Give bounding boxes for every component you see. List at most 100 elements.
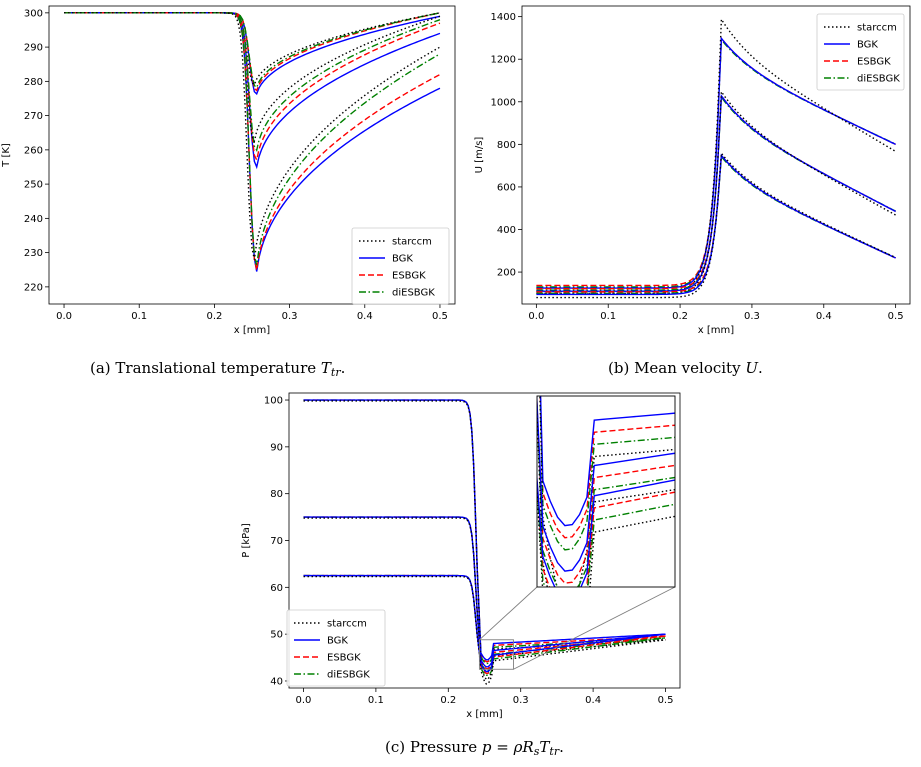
series-line-esbgk (303, 399, 666, 663)
y-tick-label: 260 (24, 145, 43, 156)
inset-line-starccm (537, 397, 675, 587)
y-tick-label: 800 (497, 140, 516, 151)
inset-line-starccm (537, 479, 675, 587)
legend-label-esbgk: ESBGK (327, 653, 361, 664)
caption-part: = (492, 738, 514, 756)
x-tick-label: 0.5 (432, 311, 448, 322)
series-line-starccm (303, 400, 666, 674)
inset-line-diesbgk (539, 396, 675, 551)
y-tick-label: 100 (264, 396, 283, 407)
series-line-starccm (536, 89, 896, 295)
y-tick-label: 60 (270, 583, 283, 594)
x-tick-label: 0.1 (131, 311, 147, 322)
inset-line-diesbgk (537, 396, 675, 587)
legend-label-diesbgk: diESBGK (327, 670, 370, 681)
caption-c: (c) Pressure p = ρRs​Ttr​. (385, 738, 564, 758)
x-axis-label: x [mm] (234, 325, 270, 336)
zoom-connector (479, 586, 538, 641)
legend: starccm BGK ESBGK diESBGK (286, 609, 386, 687)
caption-part: tr (549, 745, 559, 758)
captions: (a) Translational temperature Ttr​. (b) M… (90, 359, 763, 758)
y-tick-label: 240 (24, 214, 43, 225)
series-line-starccm (536, 17, 896, 292)
x-tick-label: 0.5 (658, 695, 674, 706)
caption-part: T (539, 738, 550, 756)
x-tick-label: 0.2 (440, 695, 456, 706)
axes-frame (288, 392, 681, 689)
inset-line-starccm (539, 396, 675, 587)
series-line-diesbgk (64, 12, 441, 266)
caption-part: U (745, 359, 759, 377)
y-tick-label: 80 (270, 489, 283, 500)
legend-box (286, 609, 386, 687)
x-tick-label: 0.1 (600, 311, 616, 322)
legend-label-diesbgk: diESBGK (857, 74, 900, 85)
y-tick-label: 300 (24, 8, 43, 19)
x-tick-label: 0.3 (513, 695, 529, 706)
panel-c-pressure: 0.0 0.1 0.2 0.3 0.4 0.5 40 50 60 70 80 90 100 x [mm] P… (241, 392, 681, 720)
series-line-bgk (303, 574, 666, 673)
y-tick-label: 70 (270, 536, 283, 547)
caption-part: tr (331, 366, 341, 379)
legend-label-esbgk: ESBGK (857, 57, 891, 68)
legend-label-bgk: BGK (392, 254, 413, 265)
y-tick-label: 600 (497, 182, 516, 193)
x-tick-label: 0.4 (585, 695, 601, 706)
inset-line-bgk (539, 396, 675, 527)
x-tick-label: 0.4 (816, 311, 832, 322)
y-tick-label: 40 (270, 676, 283, 687)
y-tick-label: 400 (497, 225, 516, 236)
x-axis-label: x [mm] (466, 709, 502, 720)
legend-label-starccm: starccm (857, 23, 897, 34)
y-tick-label: 1200 (491, 55, 516, 66)
y-tick-label: 290 (24, 43, 43, 54)
caption-part: s (534, 745, 540, 758)
y-axis-label: U [m/s] (474, 137, 485, 174)
inset-frame (536, 395, 676, 588)
inset-bg (537, 396, 675, 587)
series-line-bgk (536, 153, 896, 296)
zoom-connector (513, 586, 676, 670)
series-line-esbgk (536, 93, 896, 290)
caption-part: (b) Mean velocity (608, 359, 745, 377)
inset-line-bgk (537, 396, 675, 572)
y-tick-label: 50 (270, 630, 283, 641)
x-tick-label: 0.0 (296, 695, 312, 706)
caption-part: T (321, 359, 332, 377)
caption-part: p (482, 738, 492, 756)
legend-label-starccm: starccm (327, 619, 367, 630)
legend-box (351, 227, 450, 305)
caption-a: (a) Translational temperature Ttr​. (90, 359, 345, 379)
caption-part: . (559, 738, 564, 756)
series-line-bgk (303, 516, 666, 668)
panel-a-temperature: 0.0 0.1 0.2 0.3 0.4 0.5 220 230 240 250 260 270 280 2… (1, 5, 456, 336)
axes-frame (521, 5, 911, 305)
inset-line-esbgk (537, 396, 675, 584)
y-tick-label: 200 (497, 268, 516, 279)
legend-label-bgk: BGK (857, 40, 878, 51)
panel-b-velocity: 0.0 0.1 0.2 0.3 0.4 0.5 200 400 600 800 1000 1200 14… (474, 5, 911, 336)
axes-frame (48, 5, 456, 305)
legend: starccm BGK ESBGK diESBGK (816, 13, 905, 91)
y-axis-label: P [kPa] (241, 523, 252, 558)
legend: starccm BGK ESBGK diESBGK (351, 227, 450, 305)
legend-box (816, 13, 905, 91)
x-tick-label: 0.2 (672, 311, 688, 322)
legend-label-diesbgk: diESBGK (392, 288, 435, 299)
y-axis-label: T [K] (1, 143, 12, 168)
caption-part: . (758, 359, 763, 377)
legend-label-esbgk: ESBGK (392, 271, 426, 282)
inset-line-esbgk (539, 396, 675, 539)
y-tick-label: 250 (24, 180, 43, 191)
caption-part: . (341, 359, 346, 377)
y-tick-label: 280 (24, 77, 43, 88)
y-tick-label: 1000 (491, 97, 516, 108)
y-tick-label: 1400 (491, 12, 516, 23)
y-tick-label: 90 (270, 442, 283, 453)
inset-line-esbgk (537, 471, 675, 587)
y-tick-label: 230 (24, 248, 43, 259)
legend-label-bgk: BGK (327, 636, 348, 647)
x-axis-label: x [mm] (698, 325, 734, 336)
caption-part: ρR (513, 738, 534, 756)
